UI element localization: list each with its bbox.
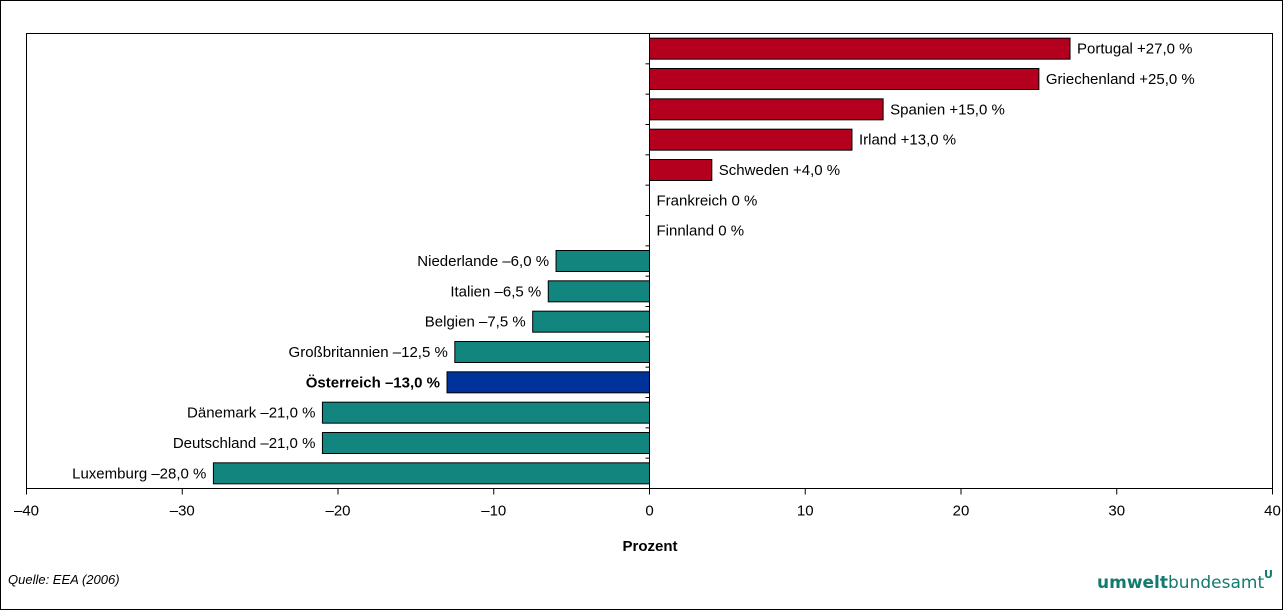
bar-label-niederlande: Niederlande –6,0 % <box>417 253 549 270</box>
bar-belgien <box>532 310 650 333</box>
logo-text-light: bundesamt <box>1168 573 1264 593</box>
x-tick-label: 30 <box>1108 503 1125 520</box>
bar-label-belgien: Belgien –7,5 % <box>425 314 526 331</box>
bar-deutschland <box>321 432 650 454</box>
x-axis: –40 –30 –20 –10 0 10 20 30 40 <box>14 33 1281 520</box>
bar-label-griechenland: Griechenland +25,0 % <box>1046 71 1195 88</box>
svg-text:umweltbundesamt: umweltbundesamt <box>1097 573 1264 593</box>
bar-label-schweden: Schweden +4,0 % <box>719 162 840 179</box>
x-tick-label: –20 <box>325 503 350 520</box>
bar-label-deutschland: Deutschland –21,0 % <box>173 435 316 452</box>
logo-mark: U <box>1264 568 1273 581</box>
bar-label-italien: Italien –6,5 % <box>450 283 541 300</box>
bar-label-frankreich: Frankreich 0 % <box>657 192 758 209</box>
bar-label-luxemburg: Luxemburg –28,0 % <box>72 465 206 482</box>
bar-label-daenemark: Dänemark –21,0 % <box>187 405 315 422</box>
bar-portugal <box>649 37 1071 60</box>
x-tick-label: –10 <box>481 503 506 520</box>
bar-schweden <box>649 159 713 181</box>
bar-label-portugal: Portugal +27,0 % <box>1077 41 1193 58</box>
bar-irland <box>649 128 853 151</box>
x-tick-label: 40 <box>1264 503 1281 520</box>
bar-grossbritannien <box>454 341 650 363</box>
bar-griechenland <box>649 68 1040 90</box>
bar-spanien <box>649 98 884 121</box>
x-axis-title: Prozent <box>622 538 677 555</box>
logo-text-bold: umwelt <box>1097 573 1168 593</box>
x-tick-label: –40 <box>14 503 39 520</box>
x-tick-label: –30 <box>170 503 195 520</box>
bar-label-spanien: Spanien +15,0 % <box>890 101 1005 118</box>
source-note: Quelle: EEA (2006) <box>8 572 120 587</box>
bar-label-oesterreich: Österreich –13,0 % <box>306 374 440 391</box>
bar-labels-group: Portugal +27,0 % Griechenland +25,0 % Span… <box>72 41 1195 483</box>
x-tick-label: 20 <box>953 503 970 520</box>
bar-luxemburg <box>212 462 650 485</box>
x-tick-label: 0 <box>645 503 653 520</box>
bar-label-irland: Irland +13,0 % <box>859 132 956 149</box>
bar-label-grossbritannien: Großbritannien –12,5 % <box>289 344 448 361</box>
bar-daenemark <box>321 401 650 424</box>
umweltbundesamt-logo: umweltbundesamt U <box>1097 568 1273 593</box>
bar-label-finnland: Finnland 0 % <box>657 223 745 240</box>
bar-italien <box>547 280 651 303</box>
bar-oesterreich <box>446 371 650 394</box>
bar-niederlande <box>555 250 650 272</box>
x-tick-label: 10 <box>797 503 814 520</box>
